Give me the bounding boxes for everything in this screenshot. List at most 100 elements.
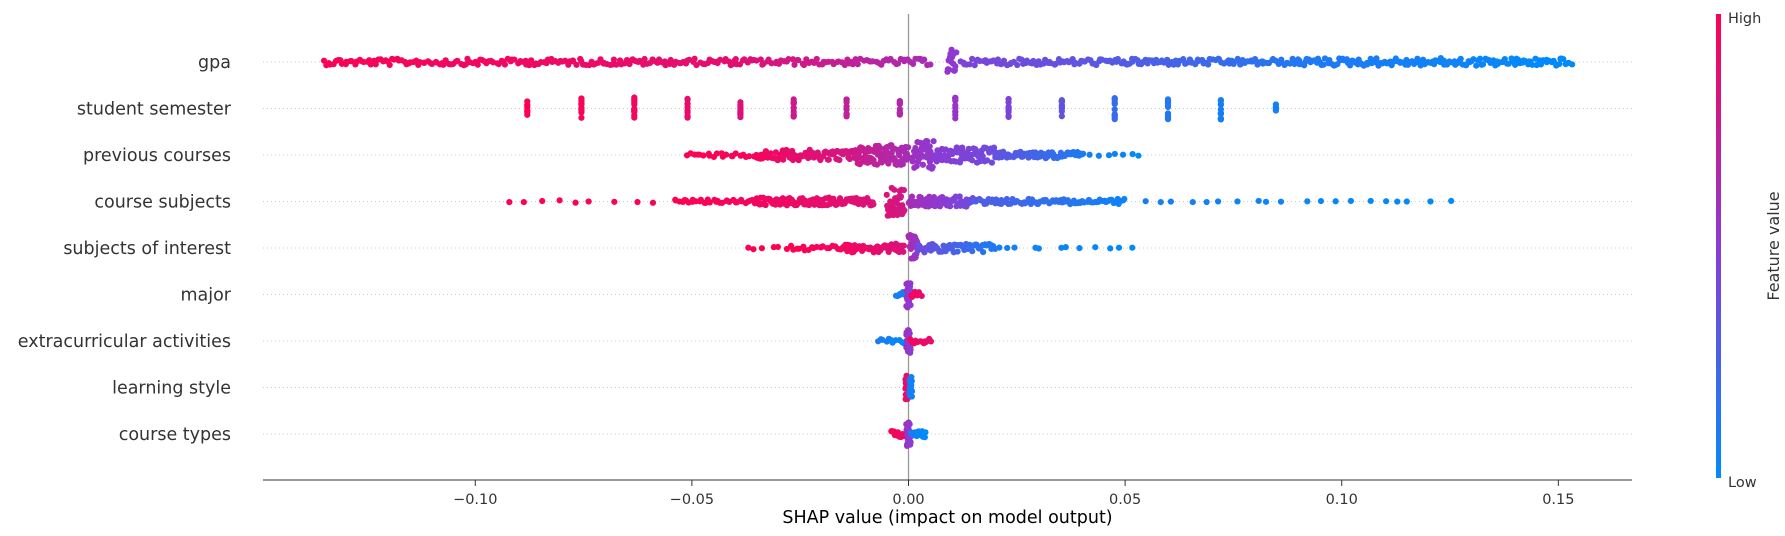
shap-point [1234,55,1241,63]
shap-point [946,66,953,73]
shap-point [780,156,787,163]
shap-point [611,198,618,205]
colorbar: High Low Feature value [1716,11,1783,491]
shap-point [1003,195,1010,203]
shap-point [894,60,902,67]
colorbar-title: Feature value [1764,191,1783,300]
shap-point [946,203,954,210]
shap-point [1217,106,1224,113]
colorbar-high-label: High [1728,11,1761,27]
shap-point [706,199,713,206]
shap-point [772,201,779,208]
shap-point [737,101,744,108]
shap-point [511,56,518,63]
shap-point [1105,152,1113,159]
shap-point [927,338,935,345]
shap-point [921,434,928,441]
shap-point [1115,244,1123,251]
shap-point [573,61,580,68]
shap-point [758,245,766,252]
shap-point [1111,106,1118,113]
shap-point [1479,61,1487,68]
shap-point [1076,244,1083,252]
shap-point [922,429,929,436]
x-tick-label: 0.05 [1109,492,1141,508]
shap-point [854,61,861,68]
shap-point [610,56,617,63]
shap-point [1214,198,1222,205]
shap-point [1403,198,1410,205]
shap-point [1217,115,1224,122]
shap-point [969,157,976,164]
shap-point [631,94,638,101]
shap-point [1320,61,1327,68]
shap-point [524,109,531,116]
shap-point [1135,152,1142,159]
shap-point [909,158,916,165]
shap-point [1189,198,1196,206]
feature-label: major [180,286,231,306]
shap-point [1470,56,1477,63]
shap-point [556,197,563,204]
shap-point [980,248,987,256]
shap-point [631,99,638,106]
shap-point [930,138,937,145]
shap-point [907,302,914,309]
shap-point [1119,151,1127,158]
shap-point [979,153,986,160]
shap-point [1457,55,1464,62]
shap-point [952,115,959,122]
shap-point [1556,60,1563,68]
shap-point [908,377,915,385]
shap-point [1157,198,1164,206]
shap-point [1005,106,1012,113]
shap-point [1164,100,1172,107]
shap-point [1086,151,1093,158]
shap-point [1121,195,1128,203]
shap-point [795,57,802,64]
shap-point [984,157,991,164]
shap-point [1167,198,1174,205]
shap-point [1394,198,1401,205]
shap-point [836,156,843,164]
shap-points [320,46,1576,450]
shap-point [852,56,859,63]
shap-point [641,55,648,63]
shap-point [649,199,657,206]
shap-point [908,388,916,395]
shap-point [1164,110,1172,117]
shap-point [539,197,546,205]
shap-point [1373,55,1380,62]
shap-point [1383,198,1390,205]
shap-point [585,198,592,205]
shap-point [762,201,769,209]
shap-point [896,109,903,116]
shap-point [750,246,757,253]
shap-point [789,56,797,63]
shap-point [1058,97,1065,104]
shap-point [906,421,913,428]
x-tick-label: −0.10 [453,492,497,508]
shap-point [1512,61,1519,68]
shap-point [942,146,949,153]
shap-point [953,49,960,56]
x-tick-label: 0.15 [1542,492,1574,508]
shap-point [1142,198,1149,205]
shap-point [825,156,832,163]
shap-point [907,438,914,446]
shap-point [849,61,856,68]
shap-point [994,56,1002,63]
shap-point [900,186,908,194]
shap-point [908,193,916,200]
shap-point [1529,61,1536,68]
shap-point [779,195,786,202]
shap-point [501,61,509,68]
feature-label: course types [119,425,231,445]
x-axis-title: SHAP value (impact on model output) [782,508,1112,528]
feature-label: previous courses [83,146,231,166]
shap-point [506,199,513,206]
shap-point [952,95,959,102]
shap-point [1107,245,1114,252]
shap-point [1011,244,1018,251]
